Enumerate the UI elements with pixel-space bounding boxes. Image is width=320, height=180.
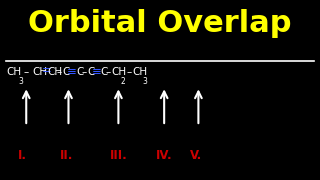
- Text: –: –: [106, 67, 111, 77]
- Text: CH: CH: [32, 67, 47, 77]
- Text: CH: CH: [133, 67, 148, 77]
- Text: V.: V.: [190, 149, 203, 162]
- Text: C: C: [100, 67, 108, 77]
- Text: –: –: [126, 67, 132, 77]
- Text: =: =: [42, 64, 52, 77]
- Text: C: C: [63, 67, 70, 77]
- Text: –: –: [57, 67, 62, 77]
- Text: CH: CH: [47, 67, 62, 77]
- Text: CH: CH: [6, 67, 21, 77]
- Text: 3: 3: [142, 76, 147, 86]
- Text: Orbital Overlap: Orbital Overlap: [28, 9, 292, 38]
- Text: 3: 3: [19, 76, 23, 86]
- Text: –: –: [24, 67, 29, 77]
- Text: II.: II.: [60, 149, 74, 162]
- Text: 2: 2: [121, 76, 126, 86]
- Text: –: –: [82, 67, 87, 77]
- Text: ≡: ≡: [67, 66, 77, 78]
- Text: C: C: [76, 67, 84, 77]
- Text: CH: CH: [111, 67, 126, 77]
- Text: IV.: IV.: [156, 149, 173, 162]
- Text: I.: I.: [18, 149, 27, 162]
- Text: ≡: ≡: [92, 66, 101, 78]
- Text: III.: III.: [110, 149, 128, 162]
- Text: C: C: [87, 67, 94, 77]
